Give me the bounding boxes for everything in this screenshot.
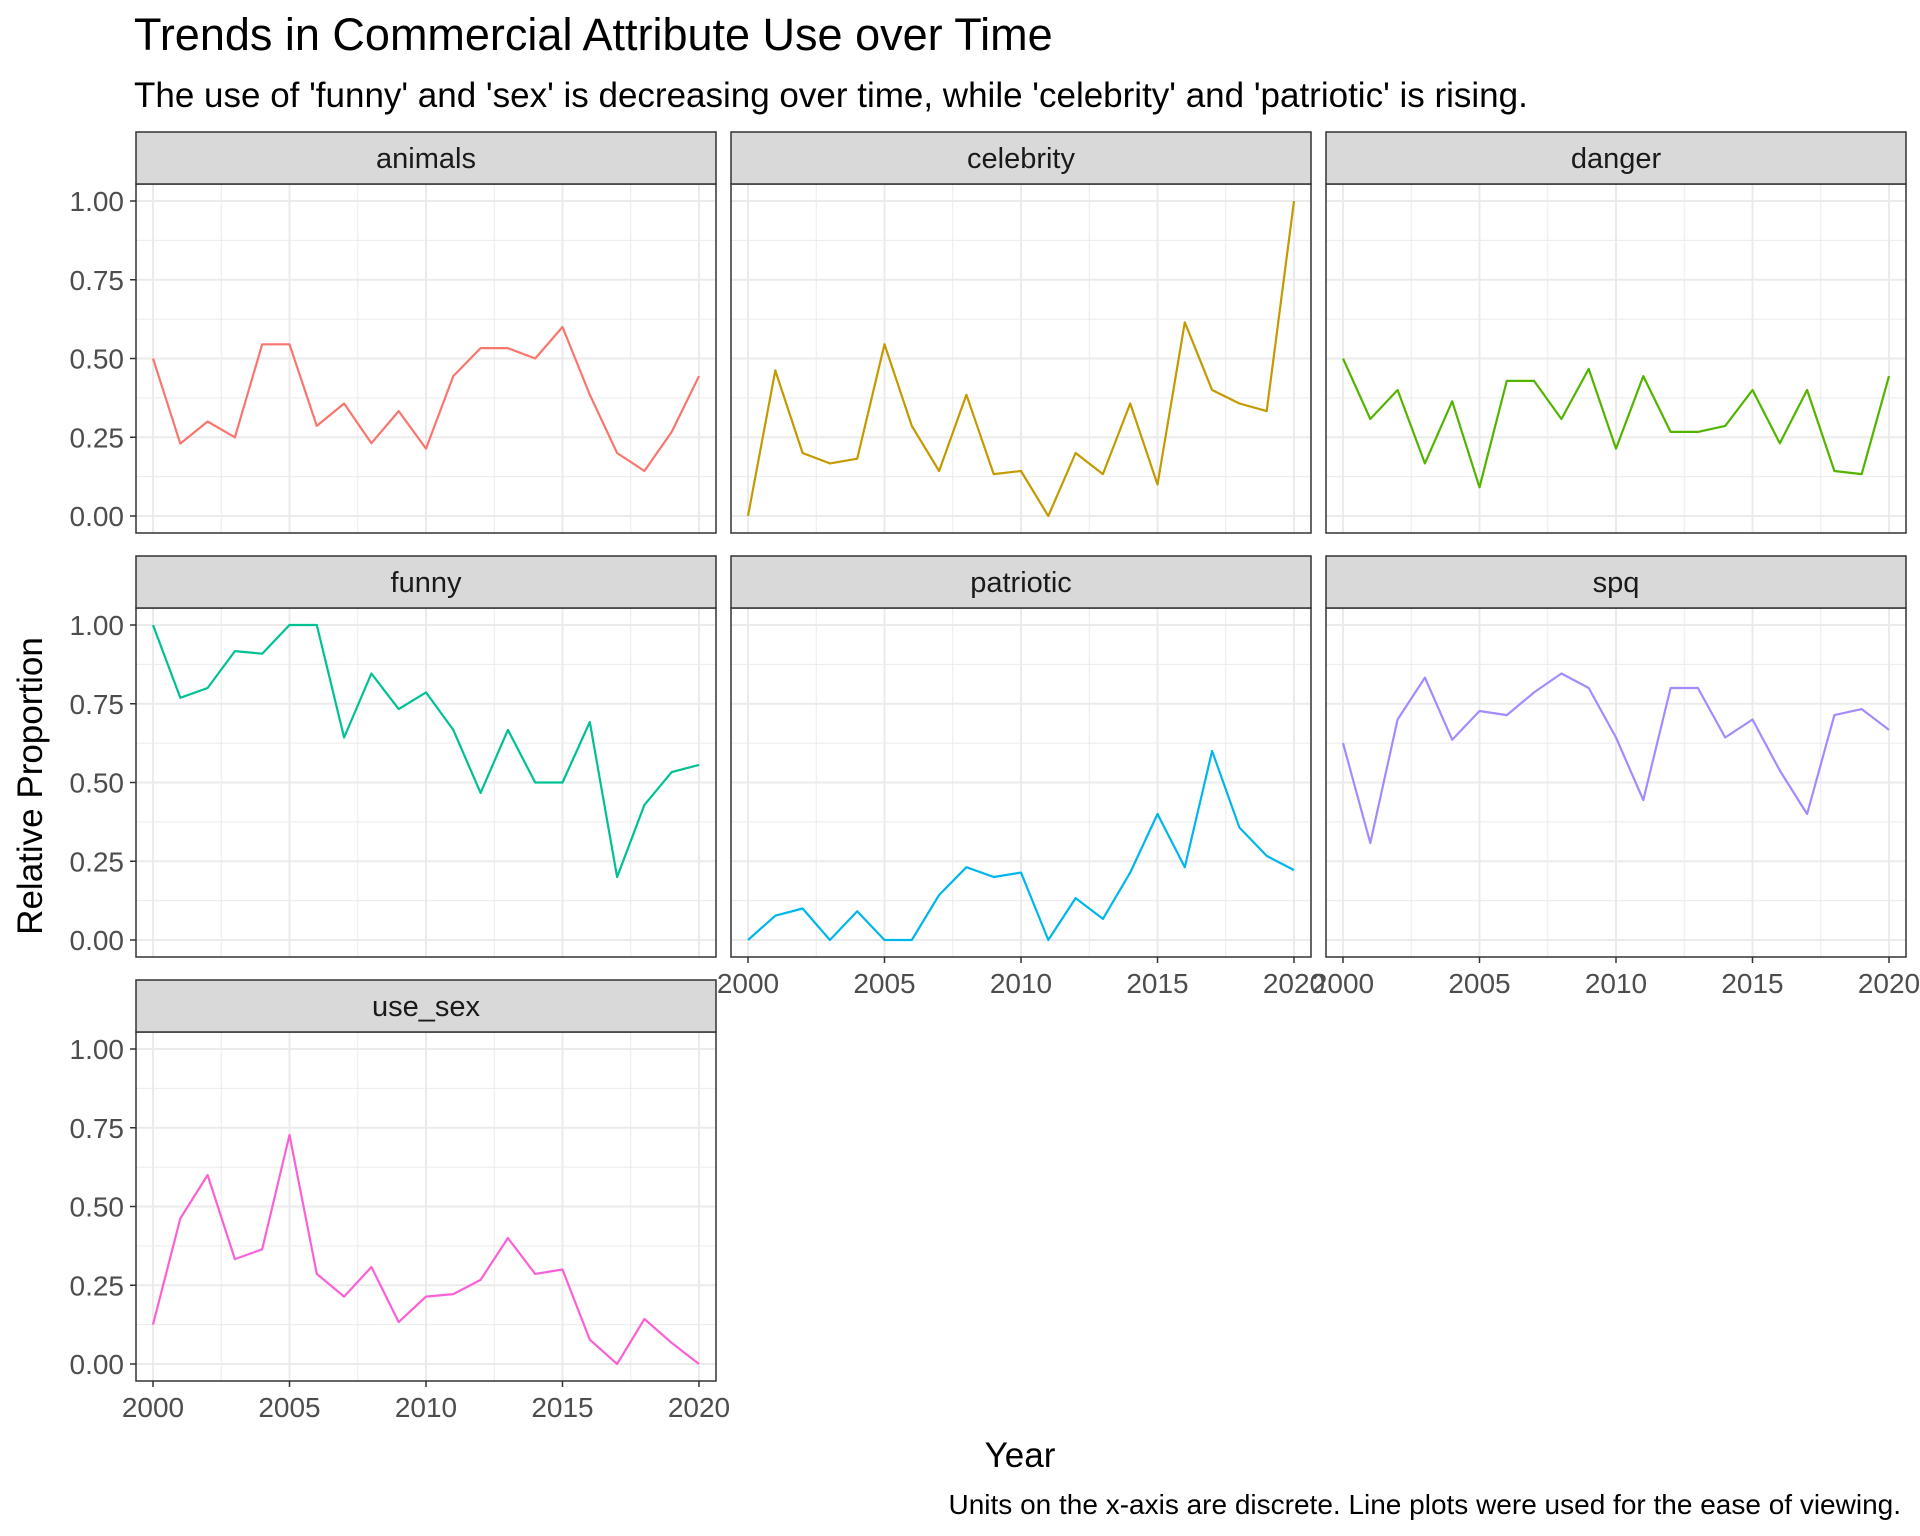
facet-label-funny: funny — [391, 567, 462, 599]
x-tick-label: 2000 — [717, 968, 779, 999]
series-line-funny — [151, 623, 700, 879]
facet-label-animals: animals — [376, 143, 476, 175]
facet-strip — [730, 131, 1312, 185]
series-line-animals — [151, 325, 700, 473]
x-tick-label: 2015 — [1721, 968, 1783, 999]
y-tick-label: 0.25 — [70, 1270, 125, 1301]
y-tick-label: 1.00 — [70, 1034, 125, 1065]
x-tick-label: 2000 — [122, 1392, 184, 1423]
series-line-patriotic — [747, 749, 1295, 942]
x-axis-title: Year — [985, 1436, 1056, 1475]
facet-funny: funny 0.00 0.25 0.50 0.75 1.00 — [70, 555, 717, 958]
x-tick-label: 2015 — [531, 1392, 593, 1423]
y-tick-label: 0.25 — [70, 422, 125, 453]
y-tick-label: 0.50 — [70, 1192, 125, 1223]
x-tick-label: 2020 — [668, 1392, 730, 1423]
chart-subtitle: The use of 'funny' and 'sex' is decreasi… — [134, 76, 1528, 115]
facet-panels: animals 0.00 0.25 0.50 0.75 1.00 celebrity dang… — [70, 131, 1920, 1423]
chart-title: Trends in Commercial Attribute Use over … — [134, 9, 1053, 60]
facet-strip — [1325, 131, 1907, 185]
facet-use-sex: use_sex 0.00 0.25 0.50 0.75 1.00 2000 2005 2010 2… — [70, 979, 730, 1423]
facet-strip — [730, 555, 1312, 609]
facet-animals: animals 0.00 0.25 0.50 0.75 1.00 — [70, 131, 717, 534]
y-tick-label: 0.25 — [70, 846, 125, 877]
x-tick-label: 2020 — [1858, 968, 1920, 999]
x-tick-label: 2020 — [1263, 968, 1325, 999]
y-tick-label: 1.00 — [70, 610, 125, 641]
series-line-danger — [1341, 358, 1891, 489]
x-tick-label: 2005 — [1448, 968, 1510, 999]
x-tick-label: 2015 — [1126, 968, 1188, 999]
x-tick-label: 2005 — [853, 968, 915, 999]
facet-danger: danger — [1325, 131, 1907, 534]
facet-label-danger: danger — [1571, 143, 1662, 175]
facet-strip — [135, 979, 717, 1033]
facet-celebrity: celebrity — [730, 131, 1312, 534]
series-line-use-sex — [151, 1133, 700, 1366]
chart-caption: Units on the x-axis are discrete. Line p… — [949, 1489, 1902, 1520]
y-tick-label: 1.00 — [70, 186, 125, 217]
x-tick-label: 2010 — [990, 968, 1052, 999]
y-tick-label: 0.00 — [70, 1349, 125, 1380]
y-tick-label: 0.00 — [70, 925, 125, 956]
facet-strip — [135, 555, 717, 609]
y-tick-label: 0.50 — [70, 768, 125, 799]
series-line-spq — [1341, 672, 1890, 845]
facet-label-use-sex: use_sex — [372, 991, 481, 1023]
facet-strip — [135, 131, 717, 185]
x-tick-label: 2000 — [1312, 968, 1374, 999]
series-line-celebrity — [746, 200, 1296, 518]
x-tick-label: 2005 — [258, 1392, 320, 1423]
facet-label-celebrity: celebrity — [967, 143, 1075, 175]
facet-label-patriotic: patriotic — [970, 567, 1072, 599]
y-tick-label: 0.00 — [70, 501, 125, 532]
y-tick-label: 0.75 — [70, 1113, 125, 1144]
y-tick-label: 0.50 — [70, 344, 125, 375]
y-tick-label: 0.75 — [70, 265, 125, 296]
facet-spq: spq 2000 2005 2010 2015 2020 — [1312, 555, 1920, 999]
y-tick-label: 0.75 — [70, 689, 125, 720]
facet-label-spq: spq — [1593, 567, 1640, 599]
facet-patriotic: patriotic 2000 2005 2010 2015 2020 — [717, 555, 1325, 999]
y-axis-title: Relative Proportion — [11, 637, 50, 935]
facet-strip — [1325, 555, 1907, 609]
x-tick-label: 2010 — [395, 1392, 457, 1423]
x-tick-label: 2010 — [1585, 968, 1647, 999]
